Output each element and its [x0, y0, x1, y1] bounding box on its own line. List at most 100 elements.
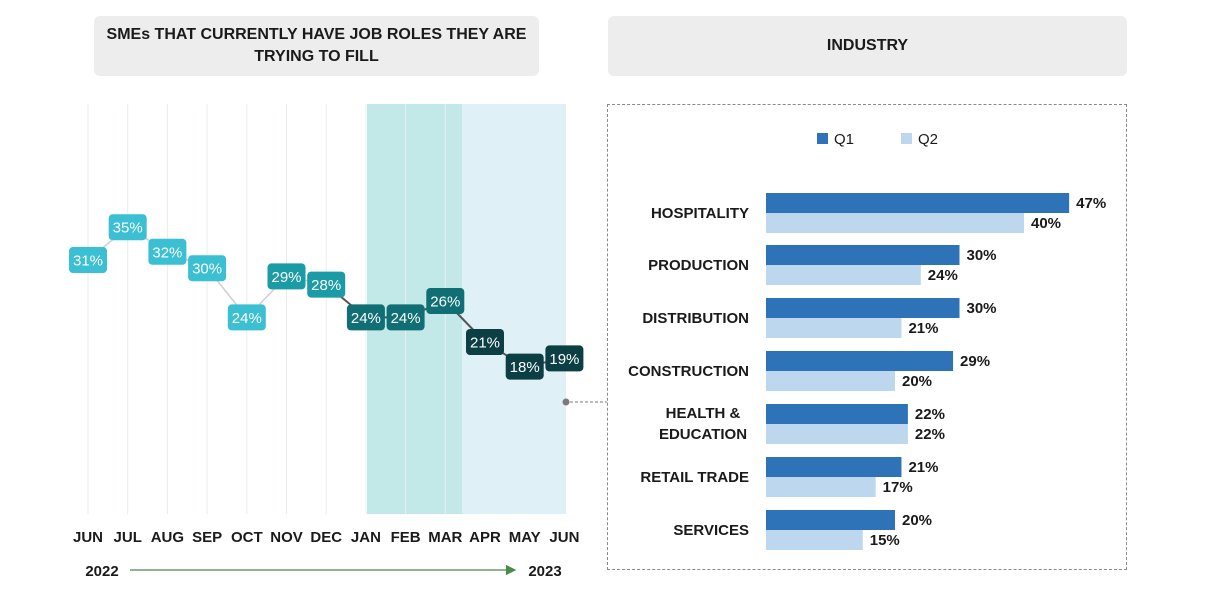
data-label: 30%: [192, 261, 222, 278]
data-point: 28%: [307, 271, 346, 298]
data-label: 29%: [271, 269, 301, 286]
category-label-line: HEALTH &: [666, 405, 741, 422]
category-label: CONSTRUCTION: [628, 363, 749, 380]
data-label: 28%: [311, 277, 341, 294]
bar-q2: [766, 424, 908, 444]
bar-value-q1: 20%: [902, 512, 932, 529]
category-label-line: EDUCATION: [659, 426, 747, 443]
data-label: 32%: [152, 244, 182, 261]
bar-q1: [766, 351, 954, 371]
bar-value-q1: 29%: [960, 353, 990, 370]
highlight-band-apr-jun: [462, 104, 566, 514]
month-tick-label: JUN: [549, 529, 579, 546]
month-tick-label: SEP: [192, 529, 222, 546]
bar-q1: [766, 245, 960, 265]
data-label: 18%: [510, 359, 540, 376]
bar-q1: [766, 457, 902, 477]
data-label: 24%: [351, 310, 381, 327]
data-label: 26%: [430, 294, 460, 311]
data-label-box: [267, 263, 306, 290]
data-label: 24%: [232, 310, 262, 327]
data-point: 19%: [545, 345, 584, 372]
bar-q2: [766, 530, 863, 550]
month-tick-label: OCT: [231, 529, 263, 546]
month-tick-label: FEB: [391, 529, 421, 546]
data-point: 31%: [69, 247, 107, 273]
category-label: HEALTH & EDUCATION: [659, 405, 747, 443]
bar-value-q2: 24%: [928, 267, 958, 284]
bar-q2: [766, 371, 895, 391]
data-point: 24%: [227, 304, 266, 331]
category-label: HOSPITALITY: [651, 205, 749, 222]
bar-value-q2: 40%: [1031, 215, 1061, 232]
category-label: RETAIL TRADE: [640, 469, 749, 486]
bar-q2: [766, 477, 876, 497]
bar-value-q1: 30%: [967, 247, 997, 264]
data-label: 21%: [470, 335, 500, 352]
connector-dot: [562, 398, 570, 406]
data-point: 32%: [148, 238, 187, 265]
data-point: 24%: [386, 304, 425, 331]
category-label: SERVICES: [673, 522, 749, 539]
bar-value-q1: 47%: [1076, 195, 1106, 212]
industry-chart-title: INDUSTRY: [608, 16, 1127, 76]
month-tick-label: AUG: [151, 529, 184, 546]
end-year-label: 2023: [528, 563, 561, 580]
data-label-box: [545, 345, 584, 372]
month-tick-label: DEC: [310, 529, 342, 546]
bar-value-q2: 22%: [915, 426, 945, 443]
bar-q1: [766, 510, 895, 530]
data-label-box: [227, 304, 266, 331]
month-tick-label: JUN: [73, 529, 103, 546]
category-label: PRODUCTION: [648, 257, 749, 274]
bar-value-q1: 22%: [915, 406, 945, 423]
data-point: 18%: [505, 353, 544, 380]
data-label: 24%: [391, 310, 421, 327]
data-point: 35%: [108, 214, 147, 241]
data-point: 30%: [188, 255, 227, 282]
line-chart-title: SMEs THAT CURRENTLY HAVE JOB ROLES THEY …: [94, 16, 539, 76]
data-label-box: [148, 238, 187, 265]
month-tick-label: APR: [469, 529, 501, 546]
bar-value-q2: 20%: [902, 373, 932, 390]
data-label-box: [426, 288, 465, 314]
bar-value-q2: 17%: [883, 479, 913, 496]
data-label-box: [307, 271, 346, 298]
data-label-box: [188, 255, 227, 282]
data-label-box: [108, 214, 147, 241]
month-tick-label: NOV: [270, 529, 303, 546]
legend-swatch-q2: [901, 133, 912, 144]
data-point: 29%: [267, 263, 306, 290]
bar-q2: [766, 265, 921, 285]
start-year-label: 2022: [85, 563, 118, 580]
bar-q2: [766, 318, 902, 338]
data-point: 26%: [426, 288, 465, 314]
data-point: 24%: [346, 304, 385, 331]
bar-q2: [766, 213, 1024, 233]
legend-label-q2: Q2: [918, 131, 938, 148]
month-tick-label: MAY: [509, 529, 541, 546]
data-label: 31%: [73, 253, 103, 270]
month-tick-label: MAR: [428, 529, 462, 546]
month-tick-label: JUL: [114, 529, 142, 546]
bar-value-q1: 30%: [967, 300, 997, 317]
data-label-box: [466, 329, 504, 355]
bar-q1: [766, 193, 1070, 213]
industry-panel: [607, 104, 1127, 570]
legend-label-q1: Q1: [834, 131, 854, 148]
month-tick-label: JAN: [351, 529, 381, 546]
data-label-box: [505, 353, 544, 380]
data-label-box: [69, 247, 107, 273]
bar-value-q2: 15%: [870, 532, 900, 549]
bar-value-q1: 21%: [908, 459, 938, 476]
data-label-box: [346, 304, 385, 331]
legend-swatch-q1: [817, 133, 828, 144]
bar-value-q2: 21%: [908, 320, 938, 337]
data-point: 21%: [466, 329, 504, 355]
category-label: DISTRIBUTION: [642, 310, 749, 327]
bar-q1: [766, 404, 908, 424]
data-label: 35%: [113, 220, 143, 237]
data-label-box: [386, 304, 425, 331]
bar-q1: [766, 298, 960, 318]
